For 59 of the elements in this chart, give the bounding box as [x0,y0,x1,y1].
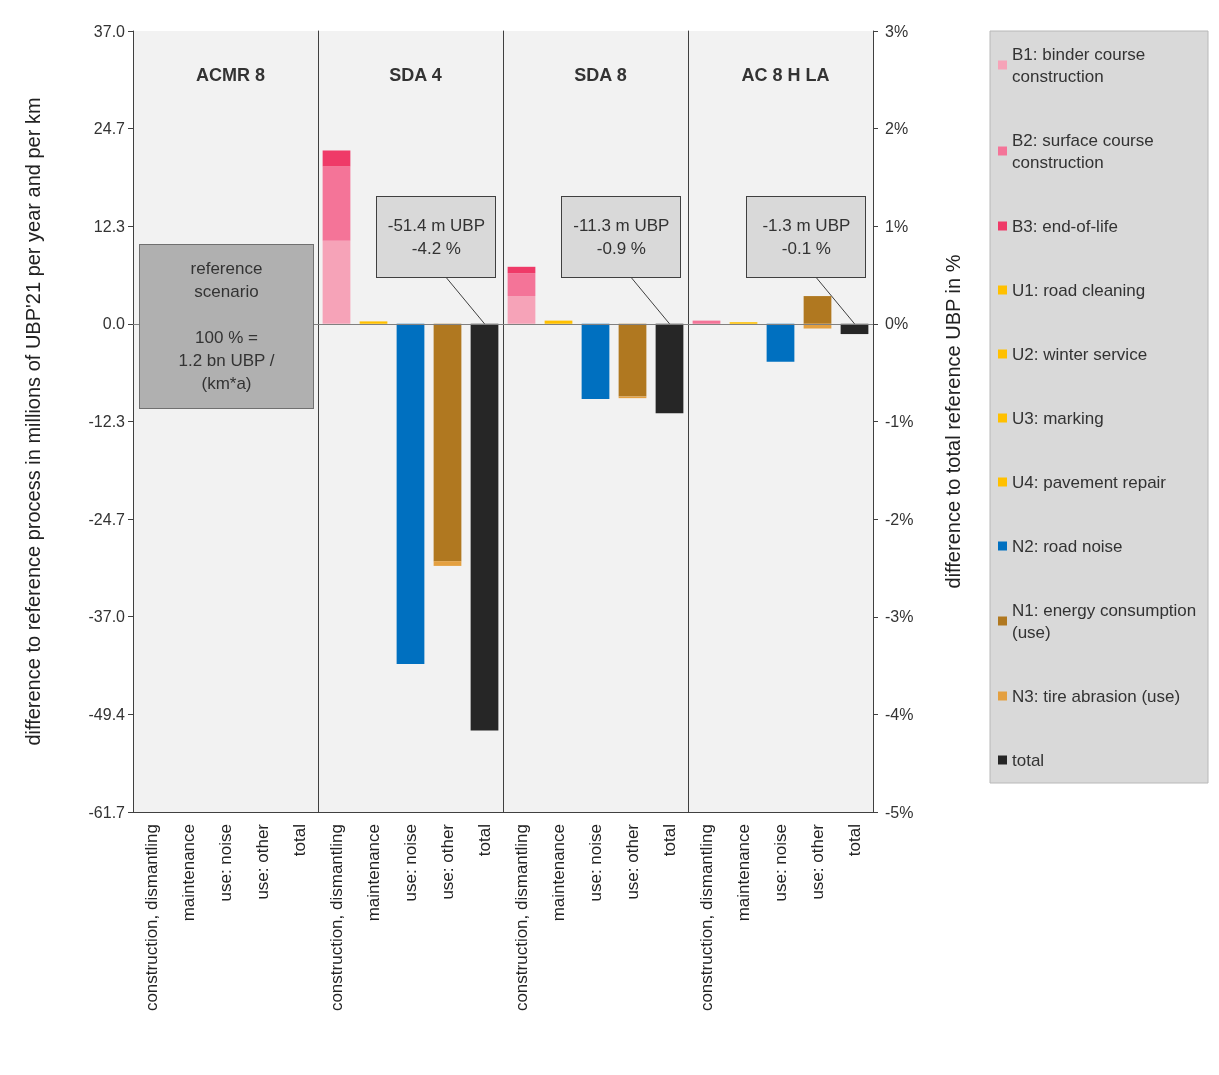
x-tick-label: total [290,824,309,857]
y-tick-label: 24.7 [93,119,126,137]
text: ACMR 8 [195,65,266,85]
x-tick-label: use: other [253,823,272,900]
y-axis-title: difference to reference process in millions of UBP'21 per year and per km [22,97,44,746]
y-tick-label: -49.4 [88,706,126,724]
y2-tick-label: 0% [885,315,909,333]
note-box: -1.3 m UBP -0.1 % [746,195,867,278]
x-tick-label: construction, dismantling [327,824,346,1012]
y2-tick-label: 1% [885,217,909,235]
y-tick-label: -37.0 [88,608,126,626]
text: SDA 4 [389,65,442,85]
y2-tick-label: -1% [885,413,914,430]
legend-label: B3: end-of-life [1012,216,1118,236]
legend-label: N3: tire abrasion (use) [1012,686,1181,706]
note-box: -11.3 m UBP -0.9 % [561,195,682,278]
note-box: -51.4 m UBP -4.2 % [376,195,497,278]
legend-label: U4: pavement repair [1012,472,1167,492]
y2-tick-label: 2% [885,120,909,138]
legend-label: N2: road noise [1012,536,1123,556]
x-tick-label: use: other [623,823,642,900]
y2-tick-label: -2% [885,510,914,528]
x-tick-label: use: noise [586,824,605,902]
legend-label: N1: energy consumption (use) [1012,600,1201,642]
x-tick-label: use: noise [216,824,235,902]
x-tick-label: maintenance [549,824,568,922]
y-tick-label: -61.7 [88,803,126,821]
x-tick-label: construction, dismantling [697,824,716,1012]
x-tick-label: use: other [438,823,457,900]
text: AC 8 H LA [741,65,830,85]
x-tick-label: construction, dismantling [512,824,531,1012]
x-tick-label: maintenance [364,824,383,922]
y-tick-label: 0.0 [102,315,126,333]
x-tick-label: maintenance [734,824,753,922]
x-tick-label: total [660,824,679,857]
legend-label: U2: winter service [1012,344,1148,364]
legend-label: total [1012,750,1045,770]
y2-tick-label: -3% [885,608,914,626]
y-tick-label: -12.3 [88,412,126,430]
x-tick-label: total [475,824,494,857]
y-tick-label: 12.3 [93,217,126,235]
y2-tick-label: -5% [885,803,914,821]
x-tick-label: use: noise [401,824,420,902]
legend-label: U3: marking [1012,408,1104,428]
y2-tick-label: 3% [885,22,909,40]
y2-tick-label: -4% [885,705,914,723]
x-tick-label: total [845,824,864,857]
y-tick-label: -24.7 [88,510,126,528]
x-tick-label: maintenance [179,824,198,922]
note-box: reference scenario 100 % = 1.2 bn UBP / (km*a) [139,243,314,409]
legend-label: B1: binder course construction [1012,44,1150,86]
x-tick-label: use: other [808,823,827,900]
x-tick-label: construction, dismantling [142,824,161,1012]
legend-label: U1: road cleaning [1012,280,1146,300]
legend-label: B2: surface course construction [1012,130,1159,172]
text: SDA 8 [574,65,627,85]
y-tick-label: 37.0 [93,22,126,40]
x-tick-label: use: noise [771,824,790,902]
y2-axis-title: difference to total reference UBP in % [942,254,964,589]
